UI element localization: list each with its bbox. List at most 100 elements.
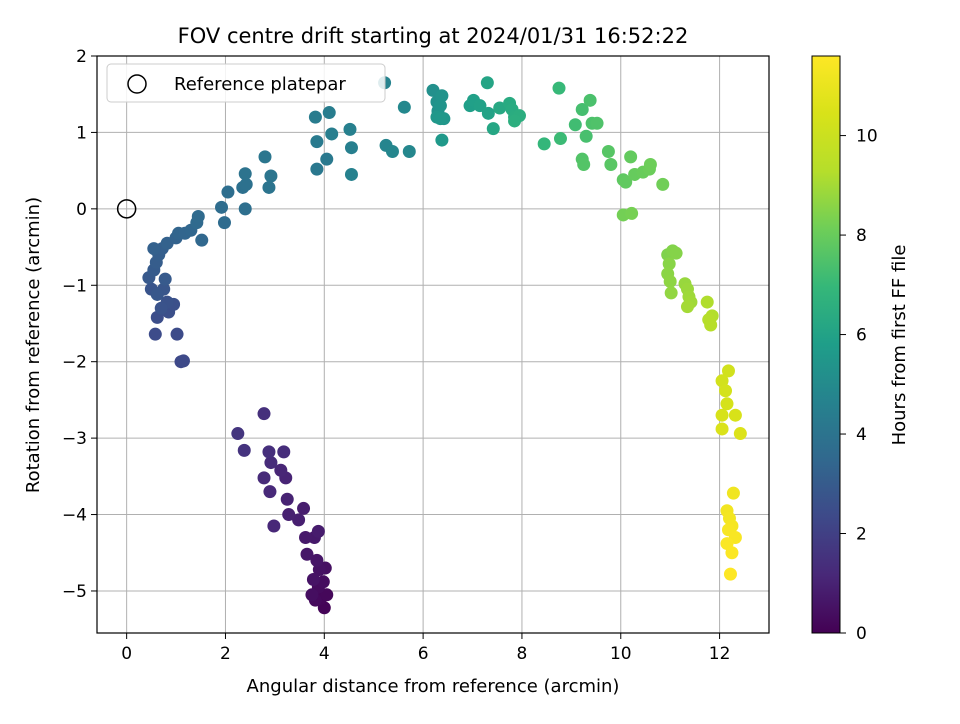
data-point [728,408,742,422]
legend: Reference platepar [106,63,386,103]
data-point [148,327,162,341]
data-point [537,137,551,151]
data-point [316,575,330,589]
data-point [433,112,447,126]
data-point [238,167,252,181]
data-point [257,471,271,485]
data-point [656,177,670,191]
data-point [669,246,683,260]
y-tick-label: 2 [76,47,87,67]
data-point [733,427,747,441]
data-point [262,445,276,459]
data-point [215,200,229,214]
data-point [619,175,633,189]
data-point [725,546,739,560]
data-point [292,513,306,527]
x-tick-label: 8 [517,644,528,664]
y-axis-label: Rotation from reference (arcmin) [23,197,44,493]
y-tick-label: −2 [62,353,87,373]
data-point [704,318,718,332]
colorbar-tick-label: 2 [856,525,867,545]
colorbar-label: Hours from first FF file [889,245,910,446]
data-point [231,427,245,441]
data-point [280,492,294,506]
colorbar-tick-label: 10 [856,127,878,147]
data-point [258,150,272,164]
colorbar-tick-label: 8 [856,226,867,246]
reference-marker [116,199,137,219]
data-point [723,567,737,581]
data-point [264,169,278,183]
data-point [481,106,495,120]
x-axis-label: Angular distance from reference (arcmin) [247,676,620,697]
data-point [150,287,164,301]
colorbar-gradient [811,55,841,634]
data-point [344,141,358,155]
data-point [238,202,252,216]
data-point [237,443,251,457]
data-point [601,145,615,159]
data-point [311,524,325,538]
data-point [267,519,281,533]
data-point [221,185,235,199]
data-point [299,530,313,544]
data-point [306,573,320,587]
legend-box [106,63,386,103]
legend-label: Reference platepar [174,74,346,95]
data-point [590,116,604,130]
data-point [325,127,339,141]
colorbar: 0 2 4 6 8 10 Hours from first FF file [811,55,910,644]
data-point [715,408,729,422]
data-point [579,129,593,143]
y-tick-label: 1 [76,123,87,143]
data-point [344,167,358,181]
data-point [700,295,714,309]
data-point [274,463,288,477]
data-point [147,242,161,256]
data-point [217,216,231,230]
data-point [719,384,733,398]
x-tick-label: 12 [709,644,731,664]
data-point [195,233,209,247]
data-point [435,89,449,103]
data-point [480,76,494,90]
data-point [277,445,291,459]
data-point [720,397,734,411]
data-point [310,162,324,176]
data-point [662,257,676,271]
scatter-points [142,76,747,615]
colorbar-tick-label: 4 [856,425,867,445]
data-point [239,177,253,191]
data-point [575,102,589,116]
data-point [726,486,740,500]
data-point [158,272,172,286]
y-tick-label: −1 [62,276,87,296]
data-point [176,354,190,368]
colorbar-tick-label: 6 [856,326,867,346]
data-point [343,122,357,136]
y-tick-label: −4 [62,506,87,526]
data-point [170,327,184,341]
data-point [310,553,324,567]
x-tick-label: 10 [610,644,632,664]
data-point [624,150,638,164]
data-point [308,110,322,124]
data-point [320,152,334,166]
data-point [508,114,522,128]
data-point [643,158,657,172]
chart-title: FOV centre drift starting at 2024/01/31 … [178,24,689,48]
x-tick-label: 4 [319,644,330,664]
data-point [486,122,500,136]
data-point [552,81,566,95]
data-point [402,145,416,159]
data-point [154,301,168,315]
y-tick-label: −5 [62,582,87,602]
data-point [625,206,639,220]
data-point [435,133,449,147]
data-point [663,274,677,288]
data-point [310,135,324,149]
x-tick-label: 2 [220,644,231,664]
x-axis-ticks: 0 2 4 6 8 10 12 [121,633,730,664]
